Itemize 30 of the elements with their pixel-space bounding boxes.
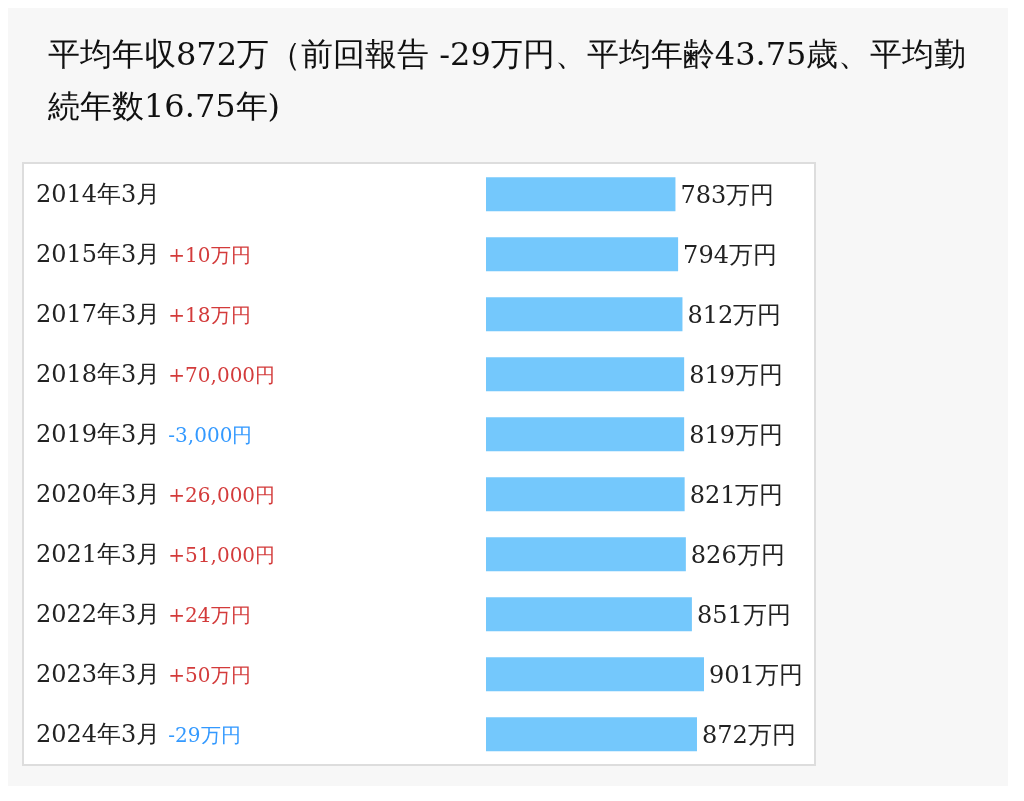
text: -3,000円 [168,423,253,447]
text: +51,000円 [168,543,276,567]
text: +24万円 [168,603,251,627]
text: +70,000円 [168,363,276,387]
text: +10万円 [168,243,251,267]
y-tick-label: 2021年3月 [36,540,161,568]
y-tick-label: 2020年3月 [36,480,161,508]
y-tick-label: 2014年3月 [36,180,161,208]
y-tick-label: 2015年3月 [36,240,161,268]
data-label: 901万円 [709,660,803,689]
y-tick-label: 2023年3月 [36,660,161,688]
y-tick-label: 2024年3月 [36,720,161,748]
y-tick-label: 2017年3月 [36,300,161,328]
y-tick-label: 2022年3月 [36,600,161,628]
y-tick-label: 2019年3月 [36,420,161,448]
text: +18万円 [168,303,251,327]
text: +26,000円 [168,483,276,507]
text: +50万円 [168,663,251,687]
data-label: 872万円 [701,720,796,749]
data-label: 851万円 [696,600,791,629]
data-label: 783万円 [680,180,775,209]
data-label: 819万円 [689,420,783,449]
data-label: 794万円 [683,240,777,269]
data-label: 826万円 [690,540,785,569]
chart-title: 平均年収872万（前回報告 -29万円、平均年齢43.75歳、平均勤続年数16.75年) [47,34,968,127]
y-tick-label: 2018年3月 [36,360,161,388]
data-label: 812万円 [687,300,782,329]
data-label: 821万円 [689,480,784,509]
data-label: 819万円 [689,360,783,389]
text: -29万円 [168,723,241,747]
